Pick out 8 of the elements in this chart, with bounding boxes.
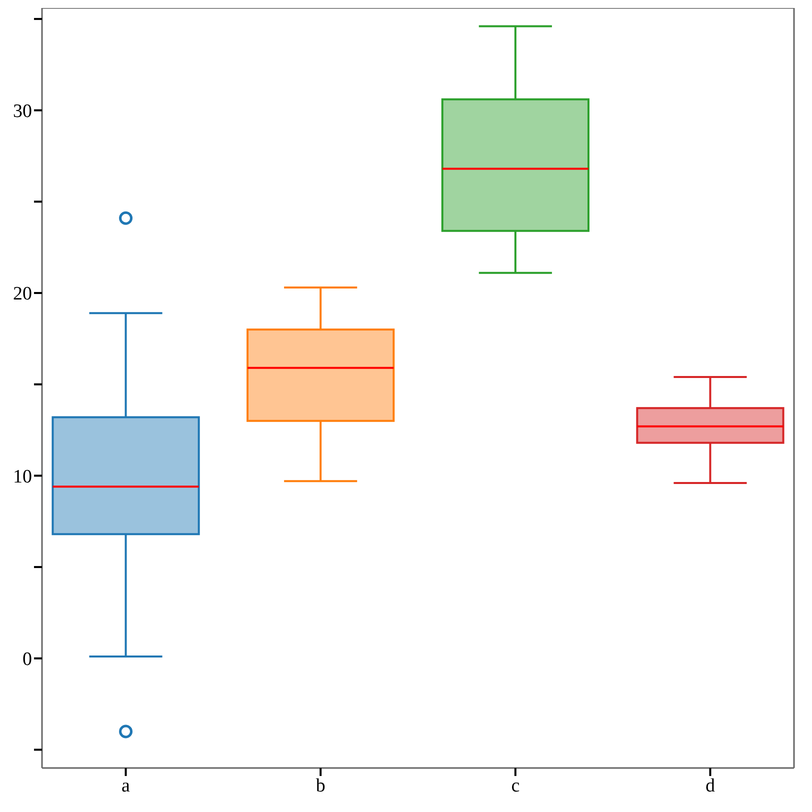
y-tick-label: 10: [13, 466, 32, 488]
x-tick-label: a: [122, 775, 131, 796]
y-tick-label: 30: [13, 101, 32, 122]
y-tick-label: 0: [22, 649, 32, 670]
x-tick-label: b: [316, 775, 326, 796]
y-tick-label: 20: [13, 284, 32, 305]
x-tick-label: c: [511, 775, 520, 796]
x-tick-label: d: [705, 775, 716, 796]
